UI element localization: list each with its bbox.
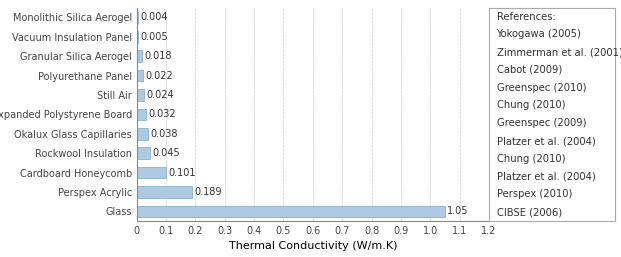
Text: Perspex (2010): Perspex (2010) xyxy=(497,189,572,199)
Bar xyxy=(137,89,143,101)
Text: 1.05: 1.05 xyxy=(447,206,469,216)
Text: Chung (2010): Chung (2010) xyxy=(497,100,565,111)
Text: 0.022: 0.022 xyxy=(145,71,173,81)
Text: 0.045: 0.045 xyxy=(152,148,180,158)
Text: 0.004: 0.004 xyxy=(140,12,168,22)
Text: Platzer et al. (2004): Platzer et al. (2004) xyxy=(497,172,596,182)
Text: 0.018: 0.018 xyxy=(144,51,172,61)
Bar xyxy=(137,31,138,43)
Text: Yokogawa (2005): Yokogawa (2005) xyxy=(497,29,581,39)
Text: 0.189: 0.189 xyxy=(194,187,222,197)
Bar xyxy=(137,167,166,178)
Text: 0.038: 0.038 xyxy=(150,129,178,139)
Bar xyxy=(137,50,142,62)
Text: Platzer et al. (2004): Platzer et al. (2004) xyxy=(497,136,596,146)
X-axis label: Thermal Conductivity (W/m.K): Thermal Conductivity (W/m.K) xyxy=(229,241,397,251)
Bar xyxy=(137,206,445,217)
Text: Greenspec (2009): Greenspec (2009) xyxy=(497,118,586,128)
Text: 0.032: 0.032 xyxy=(148,109,176,119)
Bar xyxy=(137,128,148,140)
Bar xyxy=(137,186,192,198)
Text: 0.005: 0.005 xyxy=(140,32,168,42)
Bar xyxy=(137,12,138,23)
Text: CIBSE (2006): CIBSE (2006) xyxy=(497,207,561,217)
Text: 0.024: 0.024 xyxy=(146,90,174,100)
Bar xyxy=(137,70,143,81)
Text: Cabot (2009): Cabot (2009) xyxy=(497,65,562,75)
Text: Greenspec (2010): Greenspec (2010) xyxy=(497,83,586,93)
Text: 0.101: 0.101 xyxy=(169,168,196,178)
Text: Chung (2010): Chung (2010) xyxy=(497,154,565,164)
Text: Zimmerman et al. (2001): Zimmerman et al. (2001) xyxy=(497,47,621,57)
Bar xyxy=(137,147,150,159)
Text: References:: References: xyxy=(497,12,555,22)
Bar xyxy=(137,108,146,120)
